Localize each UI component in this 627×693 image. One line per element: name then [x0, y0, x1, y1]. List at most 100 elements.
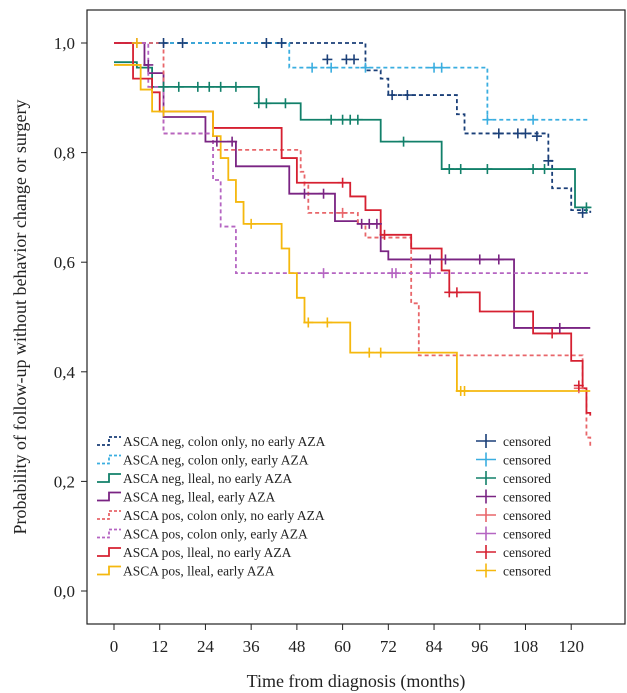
- censor-mark: [364, 347, 375, 358]
- legend-label: ASCA neg, colon only, no early AZA: [123, 434, 326, 449]
- legend-censored: censored censored censored censored censored…: [476, 434, 551, 579]
- censor-mark: [326, 62, 337, 73]
- legend-swatch: [97, 547, 121, 557]
- censor-mark: [528, 164, 539, 175]
- legend-label: ASCA pos, colon only, early AZA: [123, 527, 308, 542]
- series-line-4: [114, 42, 591, 329]
- x-tick-label: 0: [110, 637, 119, 656]
- series-line-1: [114, 42, 592, 213]
- legend-censor-mark: [476, 526, 496, 541]
- censor-mark: [158, 81, 169, 92]
- censor-mark: [371, 218, 382, 229]
- legend-censored-label: censored: [503, 508, 551, 523]
- legend-censor-mark: [476, 545, 496, 559]
- series-line-5: [114, 42, 592, 449]
- legend-censor-mark: [476, 489, 496, 504]
- censor-mark: [375, 347, 386, 358]
- series-line-3: [114, 61, 591, 209]
- x-tick-label: 108: [513, 637, 539, 656]
- censor-mark: [318, 268, 329, 279]
- censor-mark: [337, 207, 348, 218]
- censor-mark: [246, 218, 257, 229]
- censor-mark: [425, 254, 436, 265]
- x-tick-label: 84: [426, 637, 444, 656]
- series-line-2: [114, 42, 591, 121]
- legend-censored-label: censored: [503, 527, 551, 542]
- censor-mark: [459, 385, 470, 396]
- legend-series: ASCA neg, colon only, no early AZA ASCA n…: [97, 434, 326, 579]
- legend-swatch: [97, 454, 121, 465]
- censor-mark: [204, 81, 215, 92]
- censor-mark: [543, 155, 554, 166]
- x-tick-label: 72: [380, 637, 397, 656]
- censor-mark: [177, 38, 188, 48]
- censor-mark: [326, 114, 337, 125]
- y-tick-label: 0,6: [54, 253, 75, 272]
- censor-mark: [547, 328, 558, 339]
- legend-censored-label: censored: [503, 471, 551, 486]
- censor-mark: [581, 202, 592, 213]
- censor-mark: [337, 177, 348, 188]
- censor-mark: [387, 90, 398, 101]
- censor-mark: [280, 98, 291, 109]
- legend-label: ASCA pos, lleal, early AZA: [123, 564, 275, 579]
- censor-mark: [520, 128, 531, 139]
- legend-censored-label: censored: [503, 490, 551, 505]
- legend-swatch: [97, 473, 121, 483]
- legend-swatch: [97, 528, 121, 539]
- x-tick-label: 60: [334, 637, 351, 656]
- censor-mark: [573, 380, 584, 391]
- legend-swatch: [97, 565, 121, 576]
- censor-mark: [398, 136, 409, 147]
- censor-mark: [299, 188, 310, 199]
- legend-swatch: [97, 436, 121, 446]
- censor-mark: [173, 81, 184, 92]
- censor-mark: [349, 54, 360, 65]
- censor-mark: [444, 164, 455, 175]
- censor-mark: [215, 81, 226, 92]
- censor-mark: [211, 136, 222, 147]
- legend-label: ASCA neg, colon only, early AZA: [123, 453, 309, 468]
- censor-mark: [158, 38, 169, 48]
- legend-censor-mark: [476, 471, 496, 485]
- censor-marks-layer: [131, 38, 592, 396]
- censor-mark: [493, 128, 504, 139]
- censor-mark: [474, 254, 485, 265]
- censor-mark: [482, 114, 493, 125]
- y-tick-label: 0,4: [54, 363, 76, 382]
- censor-mark: [143, 59, 154, 70]
- censor-mark: [322, 317, 333, 328]
- plot-frame: [86, 9, 626, 625]
- censor-mark: [390, 268, 401, 279]
- curves-layer: [114, 42, 592, 449]
- legend-swatch: [97, 491, 121, 502]
- censor-mark: [402, 90, 413, 101]
- legend-label: ASCA pos, colon only, no early AZA: [123, 508, 325, 523]
- legend-censor-mark: [476, 563, 496, 578]
- legend-swatch: [97, 510, 121, 520]
- censor-mark: [261, 98, 272, 109]
- x-axis: 0 12 24 36 48 60 72 84 96 108 120: [110, 624, 584, 656]
- censor-mark: [531, 131, 542, 142]
- legend-censor-mark: [476, 508, 496, 522]
- censor-mark: [360, 62, 371, 73]
- x-axis-title: Time from diagnosis (months): [247, 671, 466, 692]
- y-tick-label: 0,8: [54, 144, 75, 163]
- censor-mark: [276, 38, 287, 48]
- censor-mark: [554, 322, 565, 333]
- series-line-6: [114, 42, 591, 275]
- series-line-7: [114, 42, 592, 416]
- censor-mark: [440, 254, 451, 265]
- censor-mark: [131, 38, 142, 48]
- y-axis-title: Probability of follow-up without behavio…: [10, 99, 30, 534]
- legend-censored-label: censored: [503, 453, 551, 468]
- censor-mark: [425, 268, 436, 279]
- y-tick-label: 0,0: [54, 582, 75, 601]
- x-tick-label: 24: [197, 637, 215, 656]
- legend-label: ASCA pos, lleal, no early AZA: [123, 545, 292, 560]
- x-tick-label: 120: [558, 637, 584, 656]
- censor-mark: [539, 164, 550, 175]
- censor-mark: [322, 54, 333, 65]
- legend-censored-label: censored: [503, 434, 551, 449]
